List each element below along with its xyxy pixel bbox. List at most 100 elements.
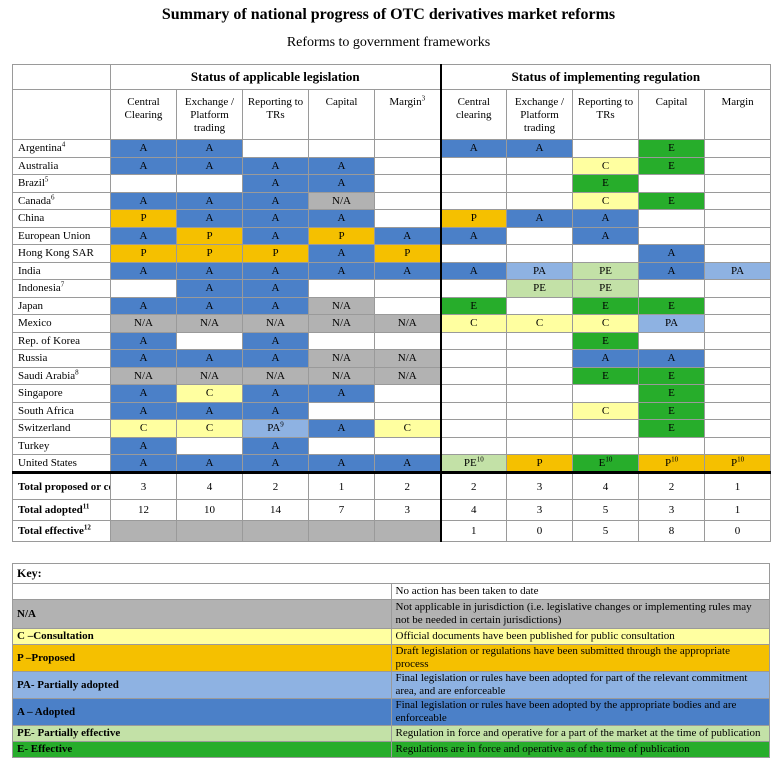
cell-text: P <box>140 212 147 225</box>
cell-text: C <box>403 422 411 435</box>
status-cell <box>704 349 772 368</box>
status-cell: A <box>176 349 243 368</box>
status-cell: A <box>176 191 243 210</box>
total-value: 0 <box>704 520 772 542</box>
country-name: Canada6 <box>12 191 111 210</box>
column-header-row: Central Clearing Exchange / Platform trad… <box>12 89 772 140</box>
cell-text: Turkey <box>18 439 50 452</box>
status-cell <box>704 366 772 385</box>
cell-text: E <box>668 369 675 382</box>
table-body: Argentina4 A A A A E Australia A A A A C E Brazil5 A A E… <box>12 139 772 542</box>
total-row: Total adopted11 12 10 14 7 3 4 3 5 3 1 <box>12 499 772 521</box>
status-cell <box>506 296 574 315</box>
status-cell: A <box>242 296 309 315</box>
cell-text: Switzerland <box>18 422 71 435</box>
status-cell <box>308 279 375 298</box>
status-cell <box>439 436 508 455</box>
total-value: 4 <box>439 499 508 521</box>
status-cell: A <box>439 261 508 280</box>
column-header: Capital <box>308 89 375 140</box>
cell-text: E <box>602 369 609 382</box>
country-name: Russia <box>12 349 111 368</box>
cell-text: 8 <box>668 525 675 537</box>
key-label <box>12 583 392 600</box>
cell-text: PE- Partially effective <box>17 727 121 739</box>
cell-text: N/A <box>332 194 351 207</box>
status-cell <box>638 436 706 455</box>
status-cell: E <box>638 384 706 403</box>
total-value: 5 <box>572 520 640 542</box>
status-cell: A <box>242 174 309 193</box>
cell-text: A <box>535 142 544 155</box>
footnote-marker: 3 <box>421 94 426 103</box>
status-cell <box>506 226 574 245</box>
status-cell <box>506 244 574 263</box>
key-row: No action has been taken to date <box>12 583 770 600</box>
cell-text: A <box>271 177 280 190</box>
total-value <box>308 520 375 542</box>
cell-text: European Union <box>18 229 91 242</box>
table-row: India A A A A A A PA PE A PA <box>12 261 772 280</box>
status-cell: A <box>572 209 640 228</box>
status-cell <box>110 174 177 193</box>
cell-text: N/A <box>332 352 351 365</box>
status-cell: A <box>308 244 375 263</box>
cell-text: 3 <box>536 504 543 516</box>
status-cell: A <box>176 261 243 280</box>
cell-text: A <box>205 212 214 225</box>
cell-text: A <box>337 247 346 260</box>
cell-text: Draft legislation or regulations have be… <box>395 645 731 670</box>
cell-text: A <box>271 264 280 277</box>
cell-text: A <box>139 439 148 452</box>
status-cell: N/A <box>308 191 375 210</box>
status-cell <box>704 174 772 193</box>
status-cell: A <box>572 226 640 245</box>
status-cell: N/A <box>308 296 375 315</box>
status-cell: C <box>572 156 640 175</box>
country-name: United States <box>12 454 111 474</box>
status-cell: E <box>638 296 706 315</box>
cell-text: Margin <box>389 96 422 108</box>
footnote-marker: 12 <box>83 523 91 532</box>
cell-text: A <box>271 194 280 207</box>
key-description: Official documents have been published f… <box>390 628 770 645</box>
cell-text: A <box>139 194 148 207</box>
cell-text: C <box>470 317 478 330</box>
total-value: 12 <box>110 499 177 521</box>
cell-text: 4 <box>602 480 609 493</box>
key-label: P –Proposed <box>12 644 392 672</box>
cell-text: N/A <box>266 317 285 330</box>
total-value: 1 <box>704 499 772 521</box>
cell-text: A <box>337 264 346 277</box>
status-cell: A <box>308 454 375 474</box>
status-cell: A <box>373 226 442 245</box>
status-cell: PA9 <box>242 419 309 438</box>
cell-text: 14 <box>270 504 281 516</box>
cell-text: Official documents have been published f… <box>395 630 675 642</box>
status-cell <box>439 279 508 298</box>
country-name: Turkey <box>12 436 111 455</box>
cell-text: E <box>668 299 675 312</box>
cell-text: A <box>403 229 412 242</box>
total-row: Total effective12 1 0 5 8 0 <box>12 520 772 542</box>
status-cell <box>373 401 442 420</box>
total-value: 2 <box>373 472 442 500</box>
status-cell <box>572 384 640 403</box>
cell-text: N/A <box>134 369 153 382</box>
country-name: Saudi Arabia8 <box>12 366 111 385</box>
cell-text: A <box>601 212 610 225</box>
total-value: 14 <box>242 499 309 521</box>
footnote-marker: 5 <box>44 175 49 184</box>
status-cell <box>506 174 574 193</box>
cell-text: 1 <box>338 480 345 493</box>
table-row: Switzerland C C PA9 A C E <box>12 419 772 438</box>
status-cell <box>439 349 508 368</box>
column-header: Capital <box>638 89 706 140</box>
status-cell <box>373 331 442 350</box>
cell-text: A <box>205 264 214 277</box>
key-label: PA- Partially adopted <box>12 671 392 699</box>
cell-text: PA <box>267 422 281 435</box>
cell-text: 5 <box>602 504 609 516</box>
cell-text: 3 <box>140 480 147 493</box>
status-cell: P10 <box>704 454 772 474</box>
